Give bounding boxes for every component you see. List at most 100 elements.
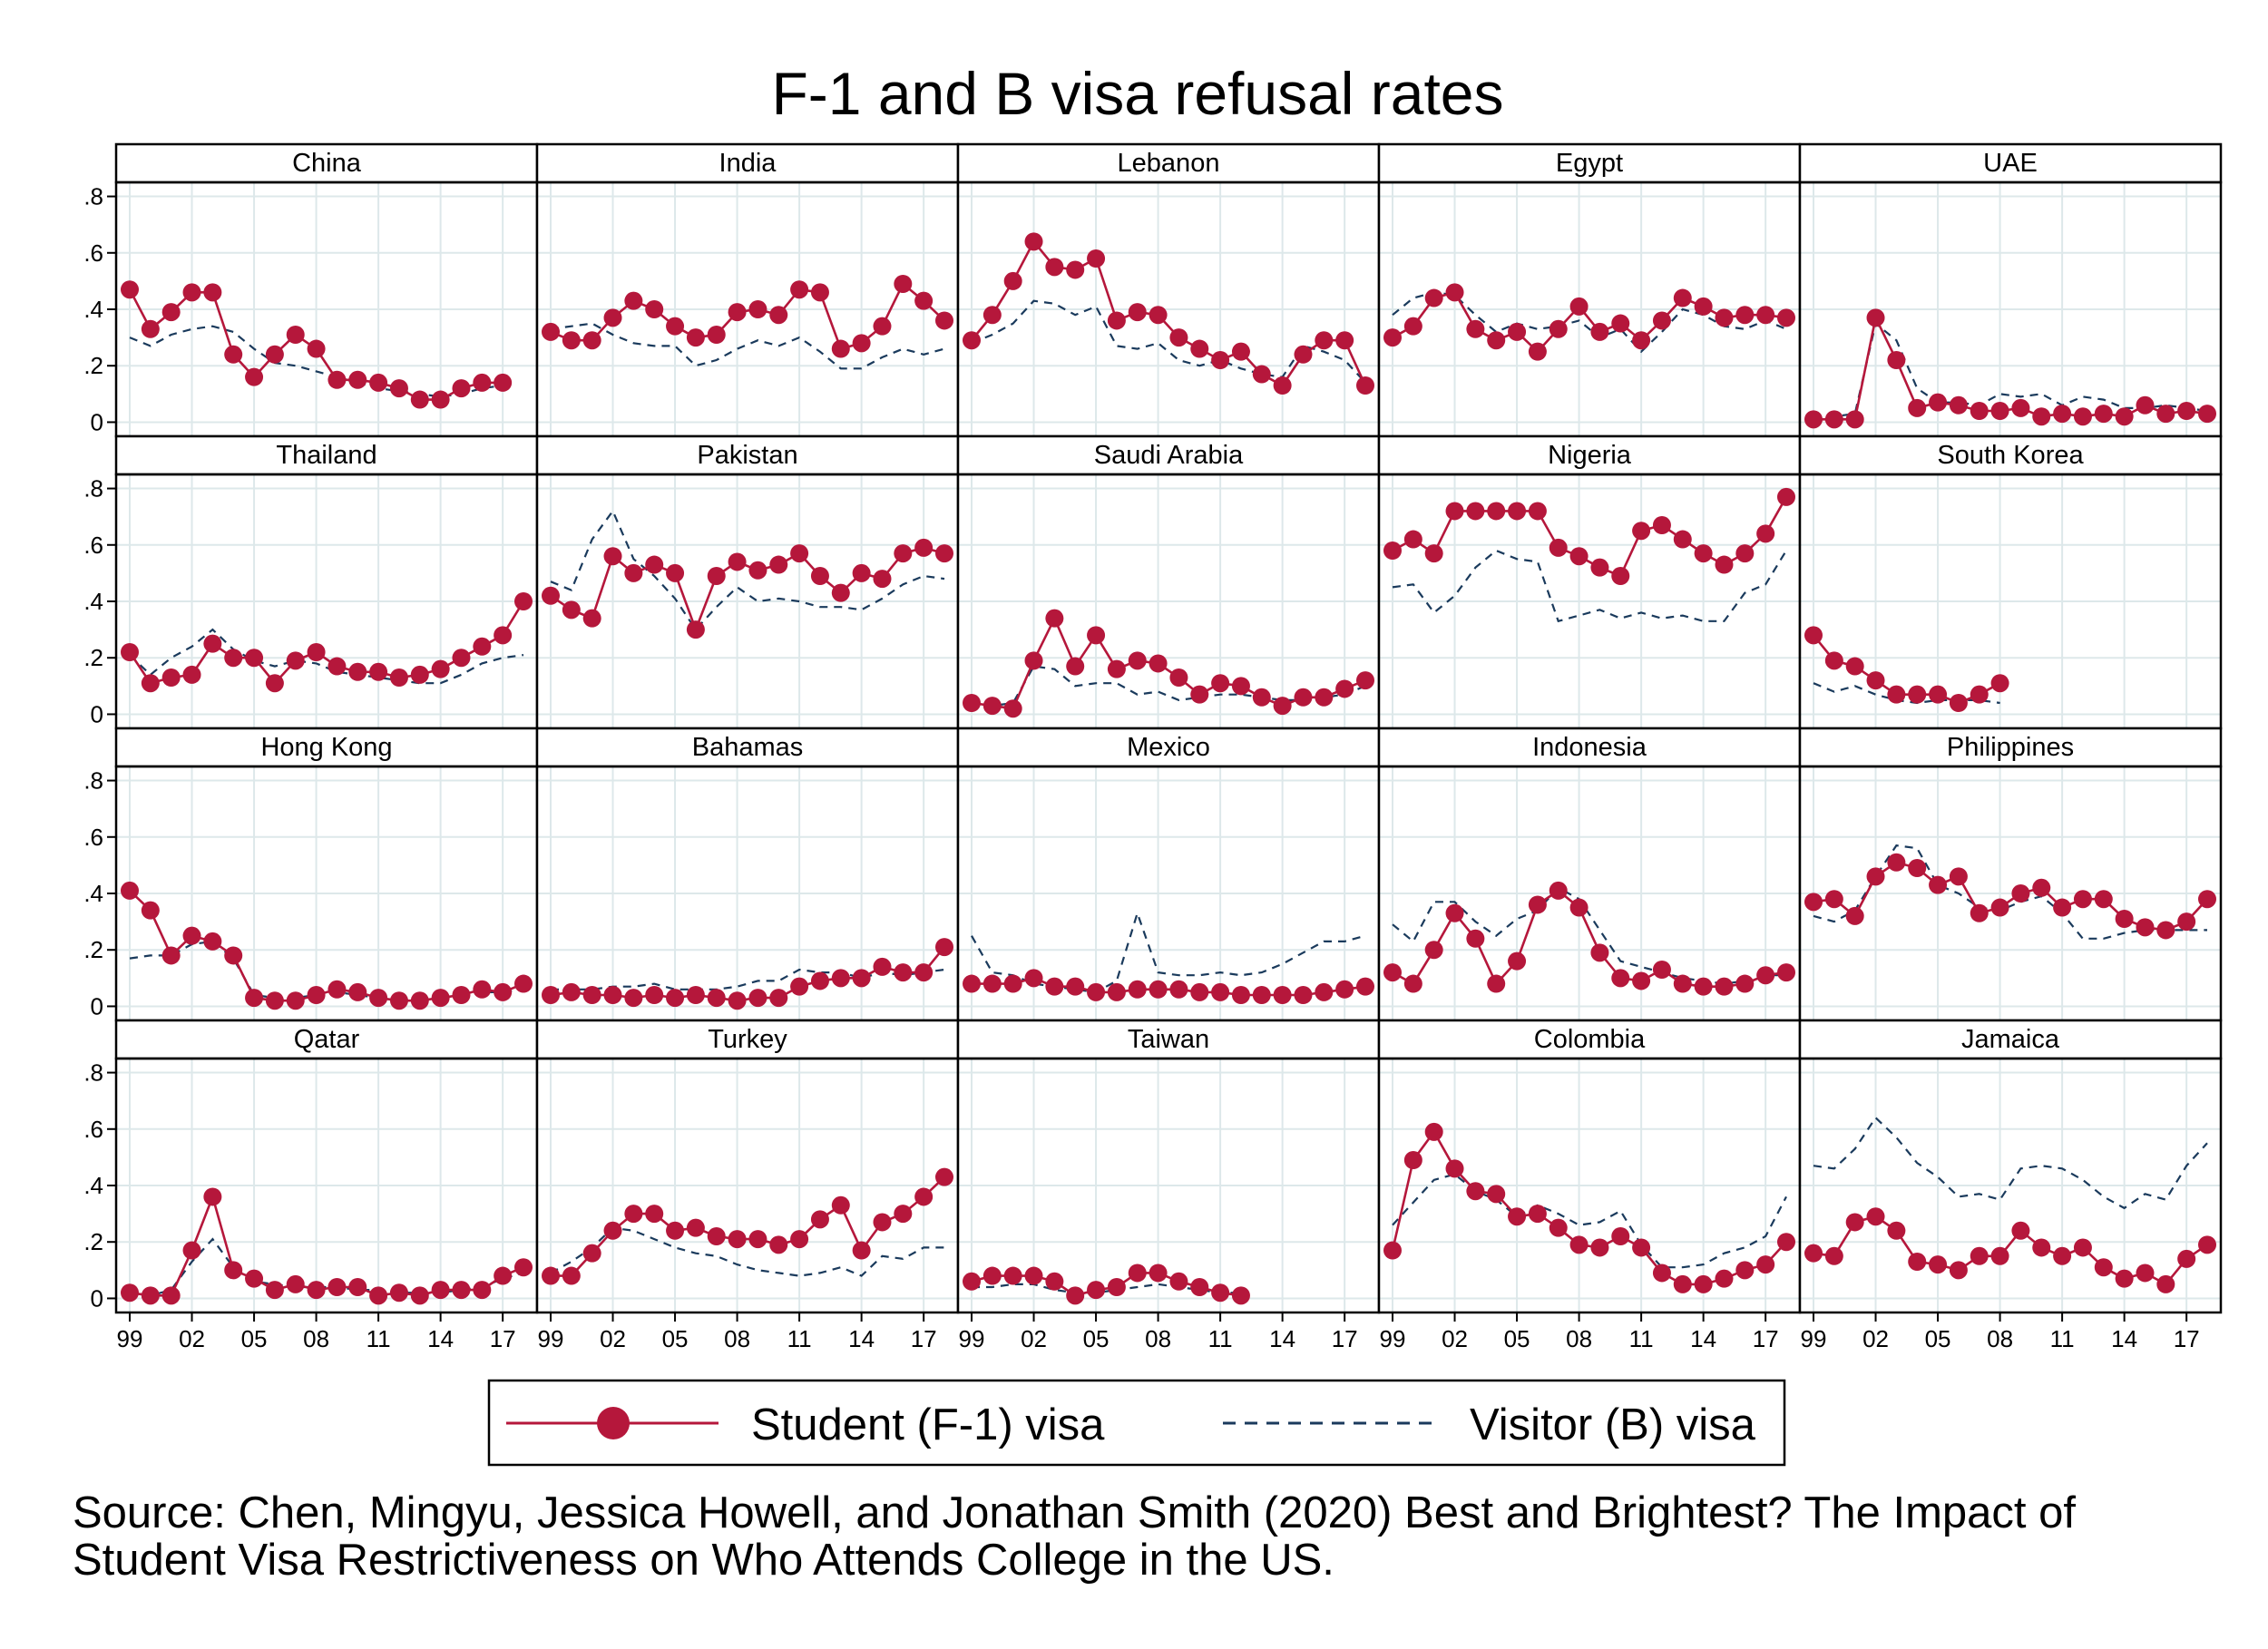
f1-visa-point [2073,1238,2092,1257]
f1-visa-point [1190,982,1209,1001]
panel-frame [1798,1057,2223,1314]
f1-visa-point [121,280,139,299]
f1-visa-point [2053,1246,2072,1265]
f1-visa-point [389,1283,408,1303]
f1-visa-point [542,1266,560,1285]
f1-visa-point [666,317,685,336]
f1-visa-point [603,547,622,566]
panel-strip [956,142,1381,184]
f1-visa-point [348,370,367,389]
f1-visa-point [1929,875,1948,894]
panel-title: Colombia [1534,1025,1646,1054]
f1-visa-point [182,926,201,945]
f1-visa-point [473,1281,492,1300]
f1-visa-point [1190,339,1209,358]
f1-visa-point [831,339,850,358]
f1-visa-point [894,1205,913,1224]
f1-visa-point [1949,395,1968,415]
x-tick-label: 99 [1801,1325,1827,1352]
f1-visa-point [1508,951,1527,971]
f1-visa-point [1356,376,1374,395]
f1-visa-point [852,969,871,988]
y-tick-label: 0 [91,992,103,1020]
f1-visa-point [1087,982,1106,1001]
f1-visa-point [1673,530,1692,549]
f1-visa-point [982,1266,1002,1285]
f1-visa-point [1990,402,2009,420]
f1-visa-point [1866,671,1885,690]
f1-visa-point [2115,910,2134,928]
f1-visa-point [728,303,747,322]
f1-visa-point [121,881,139,900]
f1-visa-point [603,308,622,327]
f1-visa-point [894,963,913,982]
f1-visa-point [369,1286,388,1305]
f1-visa-point [1169,1272,1188,1291]
f1-visa-point [452,1281,471,1300]
x-tick-label: 17 [911,1325,937,1352]
f1-visa-point [1335,980,1354,999]
f1-visa-point [1590,943,1609,962]
small-multiples: China 0 .2 .4 .6 .8 India Lebanon Egypt UAE Thaila… [83,142,2223,1352]
panel-china: China 0 .2 .4 .6 .8 [83,142,539,438]
f1-visa-point [1383,542,1402,560]
panel-egypt: Egypt [1377,142,1802,438]
f1-visa-point [1970,685,1989,704]
f1-visa-point [1107,659,1126,678]
f1-visa-point [2115,1269,2134,1288]
panel-title: Qatar [294,1025,360,1054]
f1-visa-point [873,570,892,589]
f1-visa-point [2177,402,2196,420]
f1-visa-point [1887,1221,1906,1240]
f1-visa-point [1887,351,1906,369]
f1-visa-point [1356,977,1374,996]
f1-visa-point [852,334,871,353]
f1-visa-point [1632,331,1651,350]
f1-visa-point [1549,881,1568,900]
f1-visa-point [224,946,243,965]
x-tick-label: 02 [1442,1325,1468,1352]
f1-visa-point [1487,1185,1506,1204]
f1-visa-point [1045,977,1064,996]
panel-title: Saudi Arabia [1094,441,1244,470]
panel-title: China [292,149,362,178]
f1-visa-point [982,697,1002,716]
f1-visa-point [161,303,181,322]
f1-visa-point [873,957,892,976]
f1-visa-point [686,328,705,347]
f1-visa-point [790,280,809,299]
panel-title: Thailand [276,441,376,470]
f1-visa-point [1528,1205,1547,1224]
f1-visa-point [1424,288,1443,307]
f1-visa-point [1756,306,1775,325]
f1-visa-point [852,563,871,582]
f1-visa-point [307,986,326,1004]
f1-visa-point [1107,311,1126,330]
f1-visa-point [1211,982,1230,1001]
f1-visa-point [1590,322,1609,341]
f1-visa-point [894,544,913,563]
x-tick-label: 14 [1269,1325,1295,1352]
f1-visa-point [1252,986,1271,1004]
f1-visa-point [707,326,726,344]
panel-qatar: Qatar 0 .2 .4 .6 .8 99 02 05 08 11 14 17 [83,1019,539,1352]
f1-visa-point [203,283,222,302]
f1-visa-point [1128,980,1147,999]
f1-visa-point [624,989,643,1008]
f1-visa-point [1673,974,1692,993]
f1-visa-point [1528,502,1547,521]
f1-visa-point [348,1278,367,1296]
f1-visa-point [245,649,264,668]
f1-visa-point [1356,671,1374,690]
f1-visa-point [2156,921,2175,940]
f1-visa-point [1929,685,1948,704]
x-tick-label: 99 [959,1325,985,1352]
panel-title: Indonesia [1532,733,1647,762]
f1-visa-point [1549,538,1568,557]
x-tick-label: 05 [241,1325,268,1352]
panel-nigeria: Nigeria [1377,434,1802,730]
f1-visa-point [494,982,513,1001]
f1-visa-point [894,275,913,293]
f1-visa-point [1231,986,1250,1004]
f1-visa-point [1315,982,1334,1001]
